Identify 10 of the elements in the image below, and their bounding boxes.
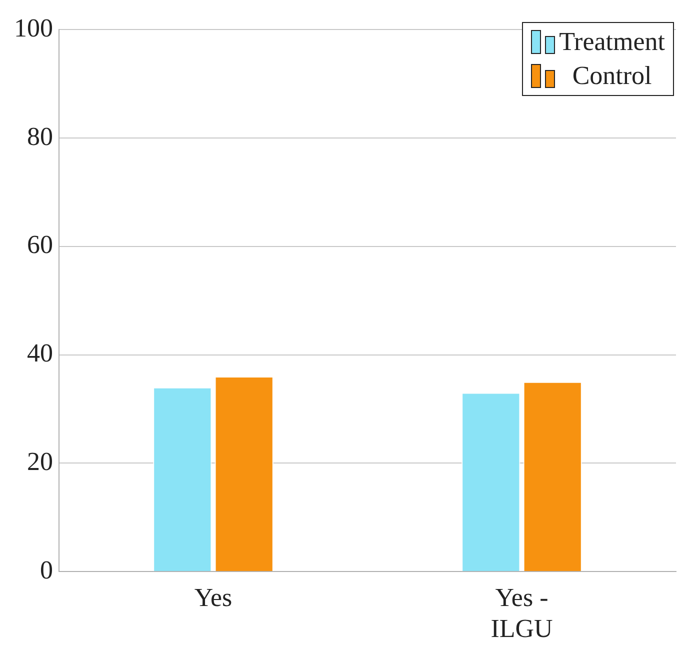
x-tick-label: Yes <box>194 583 232 612</box>
y-tick-label: 100 <box>14 13 53 42</box>
legend-label: Treatment <box>559 26 665 58</box>
x-tick-label: Yes - ILGU <box>490 583 554 644</box>
y-tick-label: 20 <box>27 447 53 476</box>
legend-label: Control <box>571 60 653 92</box>
y-tick-label: 60 <box>27 230 53 260</box>
y-tick-label: 80 <box>27 122 53 151</box>
y-tick-label: 40 <box>27 338 53 368</box>
y-tick-label: 0 <box>40 555 53 584</box>
